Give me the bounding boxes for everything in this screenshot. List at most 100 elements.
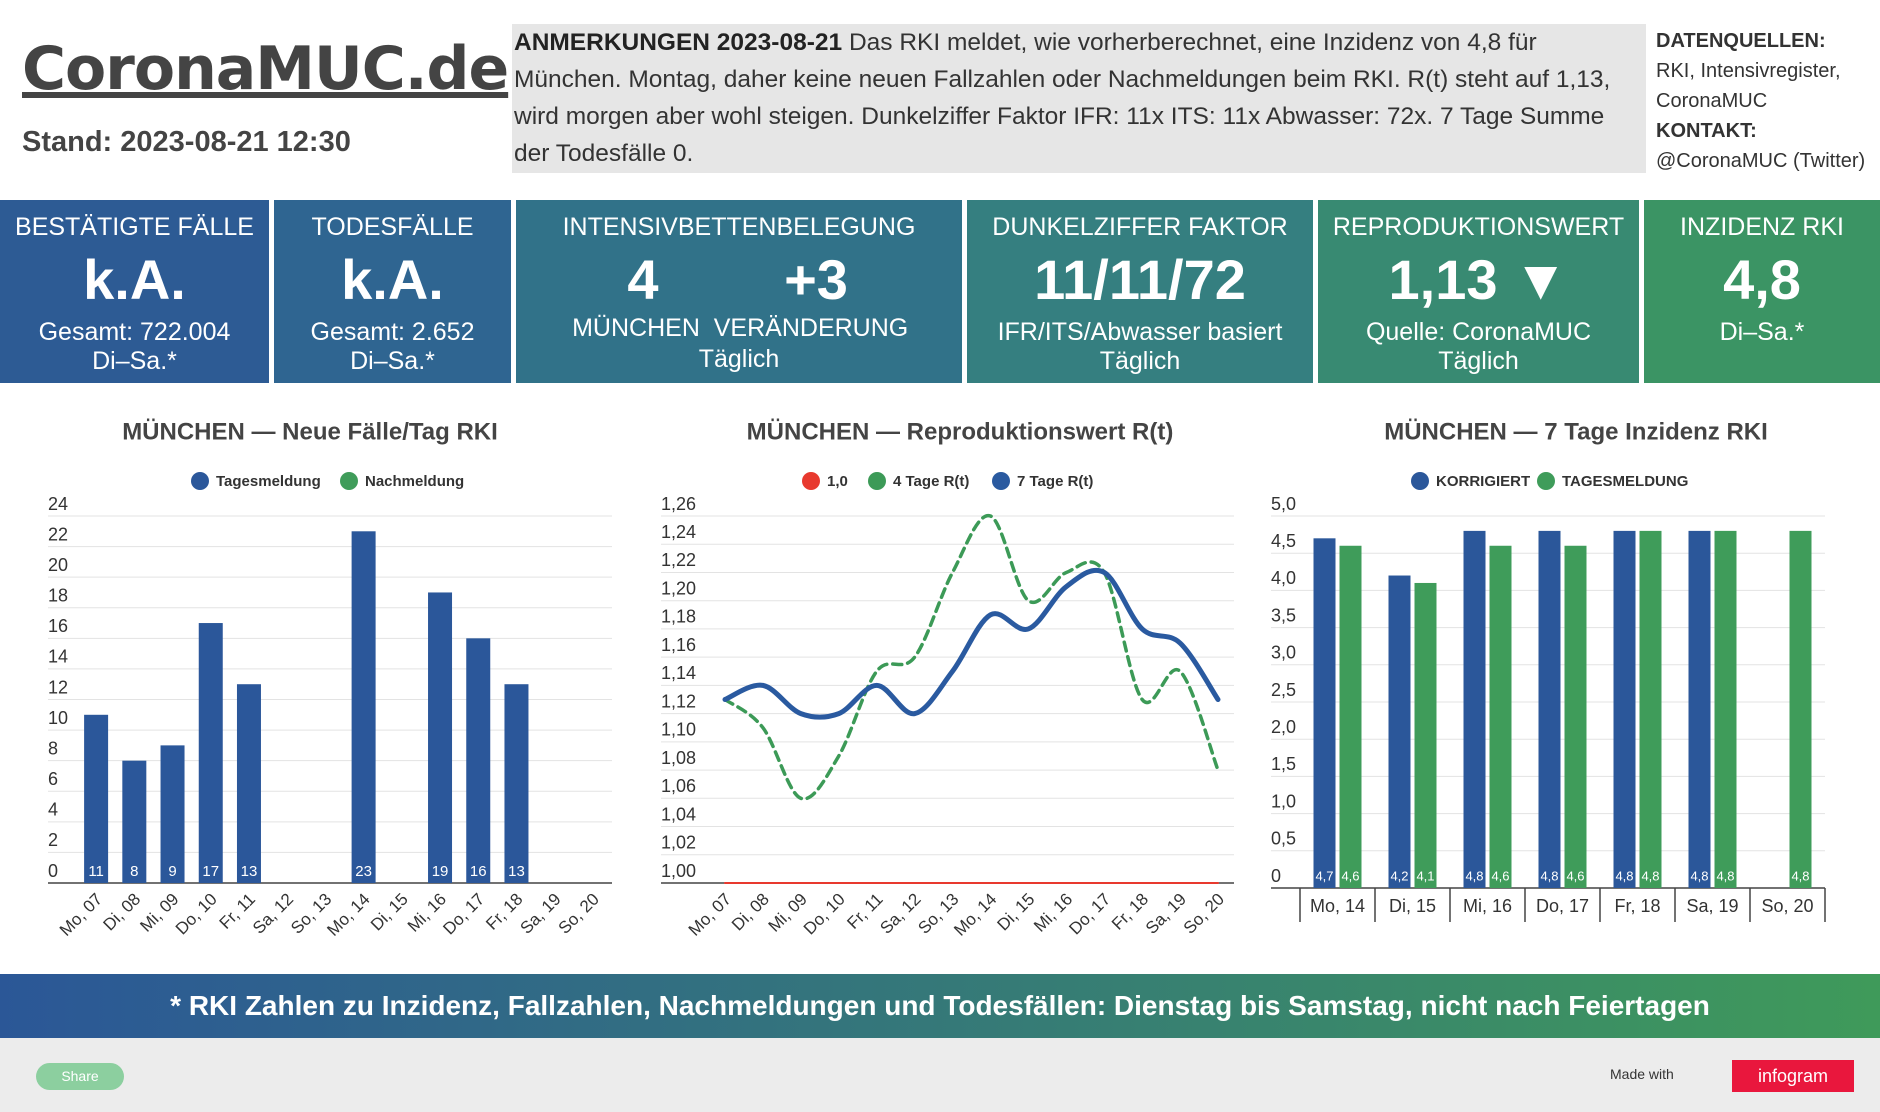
value-label: 13 [508,863,525,880]
kpi-label: VERÄNDERUNG [713,314,909,342]
y-tick-label: 5,0 [1271,494,1296,514]
y-tick-label: 8 [48,738,58,758]
x-tick-label: Di, 08 [728,890,773,935]
y-tick-label: 1,12 [661,691,696,711]
bar [1538,530,1561,888]
y-tick-label: 1,16 [661,635,696,655]
notes-box: ANMERKUNGEN 2023-08-21 Das RKI meldet, w… [512,24,1646,173]
kpi-value: k.A. [83,248,186,311]
y-tick-label: 18 [48,586,68,606]
y-tick-label: 1,22 [661,550,696,570]
kpi-card: REPRODUKTIONSWERT 1,13 ▼ Quelle: CoronaM… [1318,200,1639,383]
bar [1688,530,1711,888]
brand-logo[interactable]: infogram [1732,1060,1854,1092]
y-tick-label: 3,0 [1271,643,1296,663]
x-tick-label: Do, 17 [1536,896,1589,916]
value-label: 4,8 [1641,868,1659,883]
value-label: 4,6 [1341,868,1359,883]
legend-marker [1411,472,1429,490]
bar [160,745,185,883]
kpi-value: 1,13 ▼ [1388,248,1569,311]
kpi-card: INZIDENZ RKI 4,8 Di–Sa.* [1644,200,1880,383]
bar [1564,545,1587,888]
kpi-value: 11/11/72 [1034,248,1246,311]
kpi-line: Quelle: CoronaMUC [1365,318,1592,346]
bar [428,592,453,883]
y-tick-label: 2,0 [1271,717,1296,737]
x-tick-label: Di, 15 [1389,896,1436,916]
y-tick-label: 1,20 [661,578,696,598]
y-tick-label: 16 [48,616,68,636]
x-tick-label: Di, 15 [367,890,412,935]
y-tick-label: 1,00 [661,861,696,881]
y-tick-label: 0,5 [1271,829,1296,849]
x-tick-label: Mi, 16 [1463,896,1512,916]
legend-label: 4 Tage R(t) [893,473,969,490]
value-label: 13 [241,863,258,880]
bar [1313,538,1336,888]
sources-text: RKI, Intensivregister, CoronaMUC [1656,60,1841,112]
legend-label: KORRIGIERT [1436,473,1530,490]
legend-marker [340,472,358,490]
value-label: 9 [168,863,176,880]
value-label: 4,8 [1615,868,1633,883]
value-label: 4,7 [1315,868,1333,883]
y-tick-label: 10 [48,708,68,728]
kpi-line: IFR/ITS/Abwasser basiert [997,318,1283,346]
y-tick-label: 22 [48,524,68,544]
value-label: 4,6 [1491,868,1509,883]
notes-text: Das RKI meldet, wie vorherberechnet, ein… [514,29,1611,167]
bar [1388,575,1411,888]
kpi-value: 4 [627,248,659,311]
x-tick-label: Mo, 07 [56,890,106,940]
kpi-card: DUNKELZIFFER FAKTOR 11/11/72 IFR/ITS/Abw… [967,200,1313,383]
kpi-title: INZIDENZ RKI [1680,213,1844,241]
kpi-line: Gesamt: 2.652 [310,318,475,346]
chart-title: MÜNCHEN — 7 Tage Inzidenz RKI [1384,418,1768,445]
kpi-line: Di–Sa.* [92,347,177,375]
x-tick-label: Sa, 19 [516,890,564,938]
contact-heading: KONTAKT: [1656,120,1757,142]
made-with: Made with [1610,1066,1674,1082]
value-label: 16 [470,863,487,880]
kpi-title: TODESFÄLLE [311,213,474,241]
line [722,567,1221,720]
y-tick-label: 24 [48,494,68,514]
x-tick-label: Di, 15 [994,890,1039,935]
bar [1639,530,1662,888]
chart-title: MÜNCHEN — Neue Fälle/Tag RKI [122,418,498,445]
legend-label: Nachmeldung [365,473,464,490]
x-tick-label: So, 20 [1180,890,1228,938]
x-tick-label: Fr, 18 [1614,896,1660,916]
share-button[interactable]: Share [36,1063,124,1090]
bar [504,684,529,883]
y-tick-label: 4,0 [1271,568,1296,588]
bar [1613,530,1636,888]
kpi-card: TODESFÄLLE k.A. Gesamt: 2.652 Di–Sa.* [274,200,511,383]
bar [351,531,376,883]
sources: DATENQUELLEN: RKI, Intensivregister, Cor… [1656,26,1878,176]
x-tick-label: Mo, 14 [1310,896,1365,916]
bar [466,638,491,883]
value-label: 4,2 [1390,868,1408,883]
bar [1789,530,1812,888]
value-label: 8 [130,863,138,880]
kpi-card: INTENSIVBETTENBELEGUNG 4 +3 MÜNCHEN VERÄ… [516,200,962,383]
notes-heading: ANMERKUNGEN 2023-08-21 [514,29,843,56]
kpi-title: REPRODUKTIONSWERT [1332,213,1625,241]
value-label: 11 [88,863,104,880]
legend-marker [802,472,820,490]
bottom-bar [0,1038,1880,1112]
bar [1463,530,1486,888]
sources-heading: DATENQUELLEN: [1656,30,1826,52]
timestamp: Stand: 2023-08-21 12:30 [22,126,351,158]
bar [236,684,261,883]
y-tick-label: 1,04 [661,804,696,824]
value-label: 19 [432,863,449,880]
x-tick-label: Do, 17 [1065,890,1114,939]
y-tick-label: 1,0 [1271,791,1296,811]
site-title: CoronaMUC.de [22,34,509,104]
x-tick-label: So, 20 [1761,896,1813,916]
